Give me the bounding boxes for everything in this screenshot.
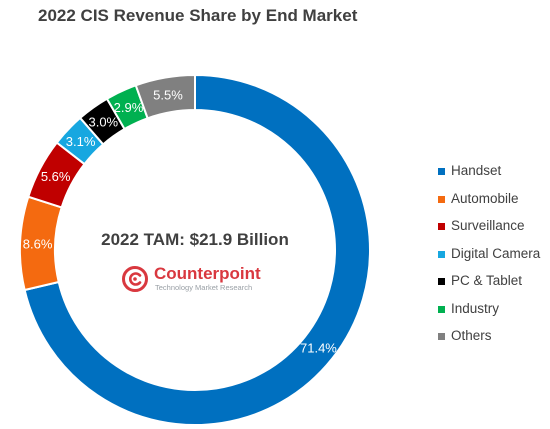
logo-name: Counterpoint [154, 264, 261, 283]
data-label-automobile: 8.6% [23, 236, 53, 251]
data-label-industry: 2.9% [114, 100, 144, 115]
legend-swatch [438, 278, 445, 285]
counterpoint-logo: Counterpoint Technology Market Research [122, 264, 272, 298]
legend-swatch [438, 223, 445, 230]
slice-handset [23, 73, 371, 426]
legend-label: Handset [451, 163, 502, 178]
counterpoint-logo-icon [122, 266, 148, 292]
legend-label: Digital Camera [451, 245, 541, 261]
legend-label: Industry [451, 300, 500, 316]
legend-swatch [438, 333, 445, 340]
data-label-surveillance: 5.6% [41, 169, 71, 184]
data-label-others: 5.5% [153, 87, 183, 102]
legend-swatch [438, 168, 445, 175]
legend-label: Surveillance [451, 218, 525, 233]
legend-swatch [438, 250, 445, 258]
legend-swatch [438, 305, 445, 313]
legend-label: Others [451, 328, 492, 343]
logo-tagline: Technology Market Research [155, 283, 253, 292]
legend-label: Automobile [451, 190, 519, 206]
data-label-handset: 71.4% [300, 340, 337, 355]
legend-label: PC & Tablet [451, 273, 523, 288]
chart-title: 2022 CIS Revenue Share by End Market [38, 6, 358, 25]
data-label-digital-camera: 3.1% [66, 134, 96, 149]
slice-others [134, 73, 196, 120]
legend-swatch [438, 195, 445, 203]
chart-center-text: 2022 TAM: $21.9 Billion [101, 230, 289, 249]
data-label-pc-tablet: 3.0% [88, 114, 118, 129]
